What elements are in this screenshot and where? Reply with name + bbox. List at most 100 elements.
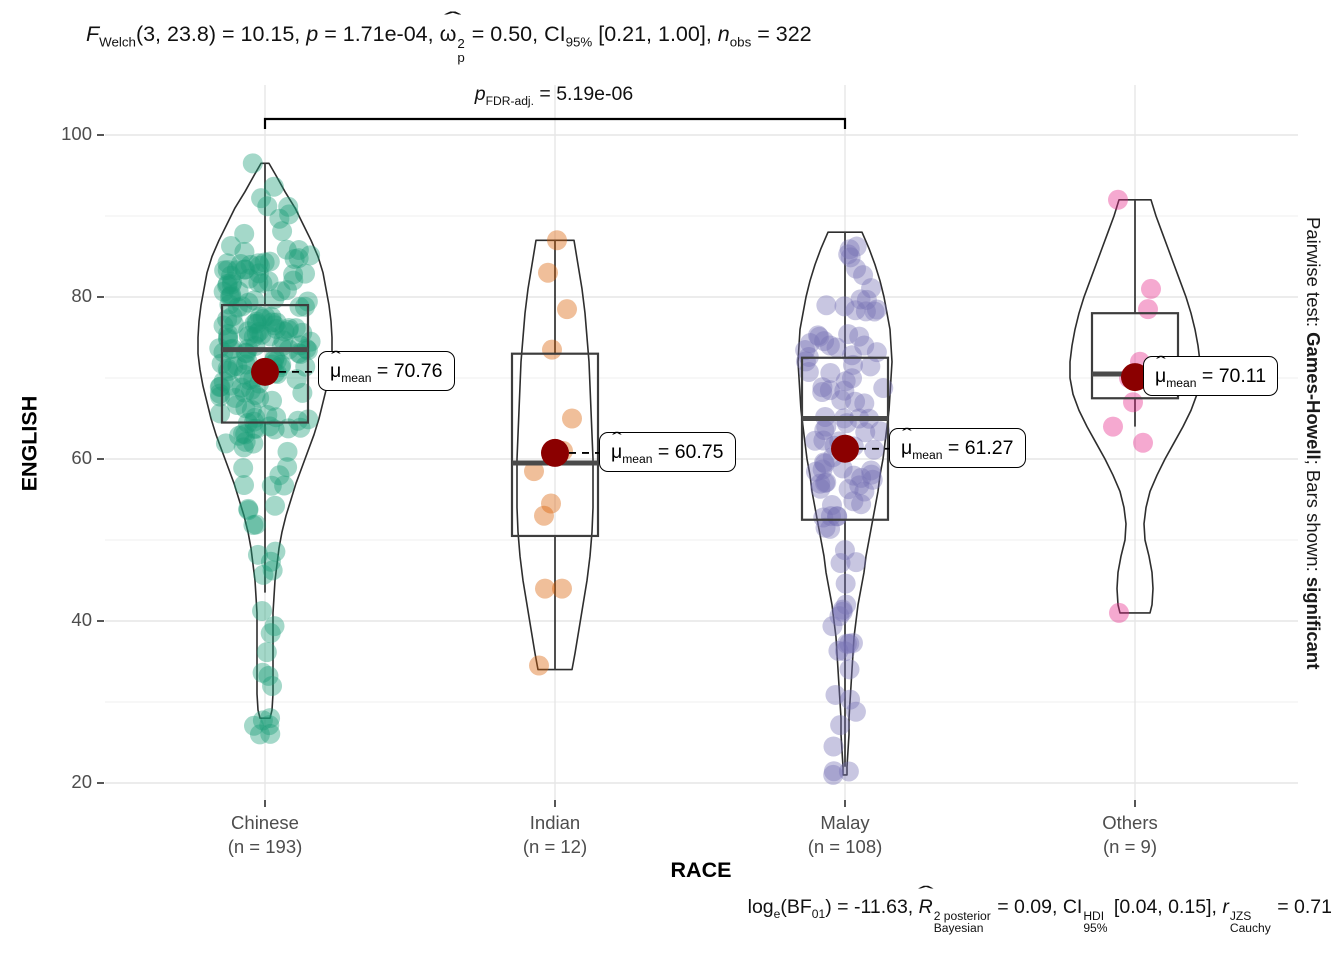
data-point — [856, 289, 877, 310]
data-point — [842, 368, 863, 389]
data-point — [842, 632, 863, 653]
data-point — [853, 265, 874, 286]
data-point — [260, 708, 281, 729]
data-point — [256, 642, 277, 663]
data-point — [855, 301, 876, 322]
data-point — [234, 475, 255, 496]
data-point — [813, 452, 834, 473]
data-point — [217, 275, 238, 296]
data-point — [855, 422, 876, 443]
data-point — [249, 724, 270, 745]
data-point — [277, 457, 298, 478]
data-point — [255, 306, 276, 327]
data-point — [538, 262, 558, 283]
data-point — [217, 259, 238, 280]
data-point — [221, 286, 242, 307]
data-point — [219, 286, 240, 307]
data-point — [251, 188, 272, 209]
data-point — [839, 239, 860, 260]
data-point — [805, 430, 826, 451]
data-point — [835, 371, 856, 392]
data-point — [839, 633, 860, 654]
data-point — [235, 424, 256, 445]
data-point — [217, 253, 238, 274]
data-point — [854, 335, 875, 356]
data-point — [287, 410, 308, 431]
data-point — [276, 280, 297, 301]
data-point — [810, 473, 831, 494]
data-point — [1138, 299, 1158, 320]
data-point — [234, 259, 255, 280]
data-point — [252, 600, 273, 621]
data-point — [814, 419, 835, 440]
data-point — [542, 339, 562, 360]
data-point — [800, 333, 821, 354]
data-point — [237, 350, 258, 371]
data-point — [823, 764, 844, 785]
data-point — [1103, 416, 1123, 437]
data-point — [253, 564, 274, 585]
data-point — [266, 318, 287, 339]
data-point — [815, 517, 836, 538]
data-point — [261, 475, 282, 496]
data-point — [814, 453, 835, 474]
data-point — [840, 247, 861, 268]
data-point — [812, 459, 833, 480]
box-malay — [800, 356, 890, 521]
data-point — [259, 326, 280, 347]
data-point — [261, 306, 282, 327]
data-point — [246, 418, 267, 439]
data-point — [841, 345, 862, 366]
data-point — [257, 196, 278, 217]
data-point — [861, 460, 882, 481]
data-point — [252, 710, 273, 731]
data-point — [849, 326, 870, 347]
data-point — [816, 472, 837, 493]
data-point — [269, 208, 290, 229]
data-point — [850, 289, 871, 310]
data-point — [243, 327, 264, 348]
data-point — [798, 362, 819, 383]
data-point — [260, 623, 281, 644]
stat-f: F — [86, 22, 100, 46]
data-point — [829, 606, 850, 627]
data-point — [292, 382, 313, 403]
data-point — [269, 465, 290, 486]
data-point — [265, 541, 286, 562]
data-point — [274, 475, 295, 496]
data-point — [1141, 278, 1161, 299]
data-point — [252, 308, 273, 329]
y-tick-60: 60 — [71, 447, 92, 468]
data-point — [814, 331, 835, 352]
y-axis-title: ENGLISH — [17, 395, 42, 492]
data-point — [294, 296, 315, 317]
data-point — [248, 263, 269, 284]
mean-point-malay — [831, 434, 859, 463]
data-point — [834, 641, 855, 662]
violin-outline-others — [1069, 199, 1201, 614]
data-point — [815, 472, 836, 493]
x-cat-chinese: Chinese (n = 193) — [227, 812, 303, 857]
data-point — [840, 689, 861, 710]
mean-point-chinese — [251, 357, 279, 386]
data-point — [234, 382, 255, 403]
data-point — [822, 616, 843, 637]
data-point — [262, 675, 283, 696]
data-point — [222, 272, 243, 293]
data-point — [210, 403, 231, 424]
data-point — [262, 560, 283, 581]
data-point — [819, 335, 840, 356]
data-point — [846, 258, 867, 279]
data-point — [222, 306, 243, 327]
data-point — [210, 376, 231, 397]
data-point — [845, 300, 866, 321]
y-tick-20: 20 — [71, 771, 92, 792]
data-point — [217, 273, 238, 294]
data-point — [819, 380, 840, 401]
data-point — [843, 465, 864, 486]
data-point — [209, 377, 230, 398]
data-point — [812, 377, 833, 398]
